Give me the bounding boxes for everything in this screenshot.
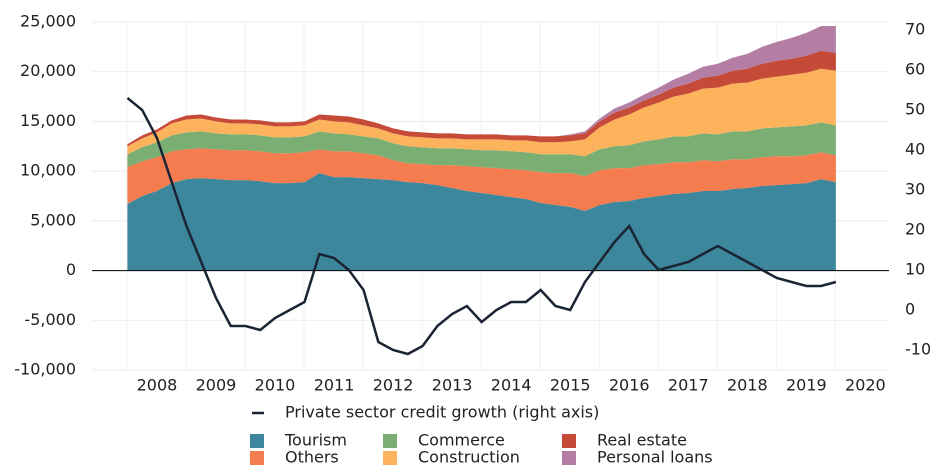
x-tick-label: 2013 bbox=[432, 376, 473, 395]
x-tick-label: 2011 bbox=[314, 376, 355, 395]
legend-swatch bbox=[250, 434, 264, 448]
x-tick-label: 2020 bbox=[845, 376, 886, 395]
legend-swatch bbox=[562, 451, 576, 465]
legend-swatch bbox=[383, 451, 397, 465]
x-tick-label: 2012 bbox=[373, 376, 414, 395]
y2-tick-label: 20 bbox=[905, 220, 925, 239]
x-tick-label: 2016 bbox=[609, 376, 650, 395]
legend-label: Others bbox=[285, 448, 339, 467]
y2-tick-label: 30 bbox=[905, 180, 925, 199]
y-tick-label: 10,000 bbox=[20, 161, 76, 180]
area bbox=[127, 148, 836, 211]
legend-swatch bbox=[562, 434, 576, 448]
y2-tick-label: 60 bbox=[905, 60, 925, 79]
y-tick-label: 20,000 bbox=[20, 61, 76, 80]
legend-label: Real estate bbox=[597, 431, 687, 450]
y2-tick-label: -10 bbox=[905, 340, 930, 359]
legend-label: Private sector credit growth (right axis… bbox=[285, 403, 599, 422]
x-tick-label: 2015 bbox=[550, 376, 591, 395]
y2-tick-label: 40 bbox=[905, 140, 925, 159]
x-tick-label: 2018 bbox=[727, 376, 768, 395]
x-tick-label: 2017 bbox=[668, 376, 709, 395]
y2-tick-label: 70 bbox=[905, 20, 925, 39]
area bbox=[127, 173, 836, 271]
legend-label: Tourism bbox=[284, 431, 347, 450]
area bbox=[127, 50, 836, 147]
y-tick-label: -10,000 bbox=[14, 360, 76, 379]
legend-swatch bbox=[250, 451, 264, 465]
area bbox=[127, 68, 836, 157]
y2-tick-label: 50 bbox=[905, 100, 925, 119]
legend-label: Construction bbox=[418, 448, 520, 467]
line bbox=[126, 97, 837, 356]
y-tick-label: 15,000 bbox=[20, 111, 76, 130]
legend-label: Personal loans bbox=[597, 448, 713, 467]
x-tick-label: 2010 bbox=[255, 376, 296, 395]
area bbox=[127, 122, 836, 177]
legend-label: Commerce bbox=[418, 431, 505, 450]
y-tick-label: 0 bbox=[66, 260, 76, 279]
y-tick-label: 25,000 bbox=[20, 12, 76, 31]
y-tick-label: 5,000 bbox=[30, 210, 76, 229]
legend-swatch bbox=[383, 434, 397, 448]
x-tick-label: 2008 bbox=[137, 376, 178, 395]
x-tick-label: 2009 bbox=[196, 376, 237, 395]
y2-tick-label: 0 bbox=[905, 300, 915, 319]
x-tick-label: 2014 bbox=[491, 376, 532, 395]
y-tick-label: -5,000 bbox=[24, 310, 76, 329]
x-tick-label: 2019 bbox=[786, 376, 827, 395]
y2-tick-label: 10 bbox=[905, 260, 925, 279]
